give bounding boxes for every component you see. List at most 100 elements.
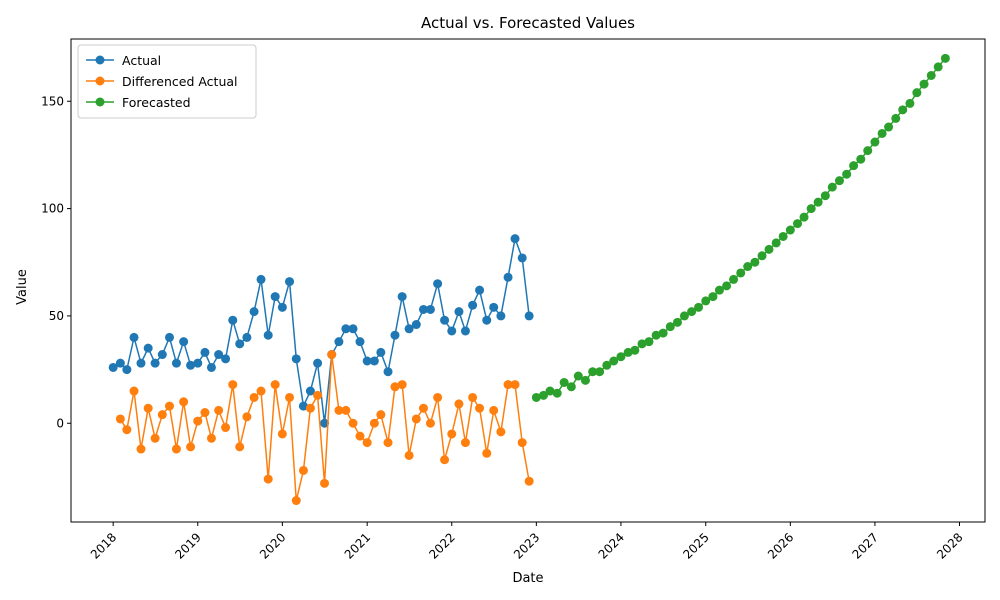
data-point xyxy=(235,339,245,349)
data-point xyxy=(249,307,259,317)
data-point xyxy=(397,380,407,390)
axes-frame xyxy=(70,38,986,523)
data-point xyxy=(320,478,330,488)
data-point xyxy=(517,253,527,263)
data-point xyxy=(609,356,619,366)
data-point xyxy=(771,238,781,248)
data-point xyxy=(588,367,598,377)
chart-title: Actual vs. Forecasted Values xyxy=(421,14,635,32)
data-point xyxy=(256,274,266,284)
data-point xyxy=(327,350,337,360)
data-point xyxy=(256,386,266,396)
data-point xyxy=(390,330,400,340)
data-point xyxy=(736,268,746,278)
data-point xyxy=(122,365,132,375)
data-point xyxy=(383,367,393,377)
data-point xyxy=(150,433,160,443)
data-point xyxy=(503,380,513,390)
data-point xyxy=(489,302,499,312)
y-tick-label: 50 xyxy=(49,309,64,323)
data-point xyxy=(313,358,323,368)
data-point xyxy=(206,433,216,443)
data-point xyxy=(468,392,478,402)
data-point xyxy=(376,410,386,420)
data-point xyxy=(447,326,457,336)
data-point xyxy=(418,304,428,314)
data-point xyxy=(566,382,576,392)
series-1 xyxy=(115,350,534,506)
data-point xyxy=(552,388,562,398)
data-point xyxy=(531,392,541,402)
data-point xyxy=(418,403,428,413)
data-point xyxy=(559,377,569,387)
data-point xyxy=(708,292,718,302)
data-point xyxy=(115,358,125,368)
data-point xyxy=(573,371,583,381)
plot-area xyxy=(70,38,986,523)
data-point xyxy=(171,358,181,368)
data-point xyxy=(263,474,273,484)
data-point xyxy=(679,311,689,321)
y-tick-label: 150 xyxy=(41,94,64,108)
data-point xyxy=(376,347,386,357)
data-point xyxy=(454,399,464,409)
data-point xyxy=(743,262,753,272)
data-point xyxy=(489,405,499,415)
data-point xyxy=(898,105,908,115)
data-point xyxy=(129,386,139,396)
data-point xyxy=(320,418,330,428)
data-point xyxy=(186,442,196,452)
data-point xyxy=(799,212,809,222)
data-point xyxy=(870,137,880,147)
data-point xyxy=(285,277,295,287)
legend-marker xyxy=(95,55,105,65)
data-point xyxy=(433,279,443,289)
legend-marker xyxy=(95,97,105,107)
series-2 xyxy=(531,53,950,402)
data-point xyxy=(425,418,435,428)
data-point xyxy=(397,292,407,302)
data-point xyxy=(595,367,605,377)
data-point xyxy=(460,438,470,448)
legend-label: Actual xyxy=(122,53,161,68)
data-point xyxy=(164,401,174,411)
data-point xyxy=(884,122,894,132)
data-point xyxy=(235,442,245,452)
data-point xyxy=(313,390,323,400)
data-point xyxy=(482,448,492,458)
data-point xyxy=(390,382,400,392)
data-point xyxy=(348,324,358,334)
data-point xyxy=(539,390,549,400)
data-point xyxy=(482,315,492,325)
data-point xyxy=(249,392,259,402)
data-point xyxy=(186,360,196,370)
data-point xyxy=(298,465,308,475)
data-point xyxy=(143,343,153,353)
data-point xyxy=(503,272,513,282)
data-point xyxy=(764,244,774,254)
data-point xyxy=(263,330,273,340)
legend-label: Differenced Actual xyxy=(122,74,238,89)
data-point xyxy=(454,307,464,317)
data-point xyxy=(602,360,612,370)
data-point xyxy=(714,285,724,295)
data-point xyxy=(164,332,174,342)
data-point xyxy=(616,352,626,362)
data-point xyxy=(687,307,697,317)
data-point xyxy=(305,403,315,413)
data-point xyxy=(179,337,189,347)
data-point xyxy=(277,302,287,312)
data-point xyxy=(193,416,203,426)
data-point xyxy=(157,410,167,420)
data-point xyxy=(849,161,859,171)
x-axis-label: Date xyxy=(512,571,543,586)
data-point xyxy=(496,311,506,321)
data-point xyxy=(193,358,203,368)
data-point xyxy=(785,225,795,235)
data-point xyxy=(460,326,470,336)
data-point xyxy=(369,356,379,366)
data-point xyxy=(291,496,301,506)
data-point xyxy=(179,397,189,407)
data-point xyxy=(270,380,280,390)
data-point xyxy=(665,322,675,332)
